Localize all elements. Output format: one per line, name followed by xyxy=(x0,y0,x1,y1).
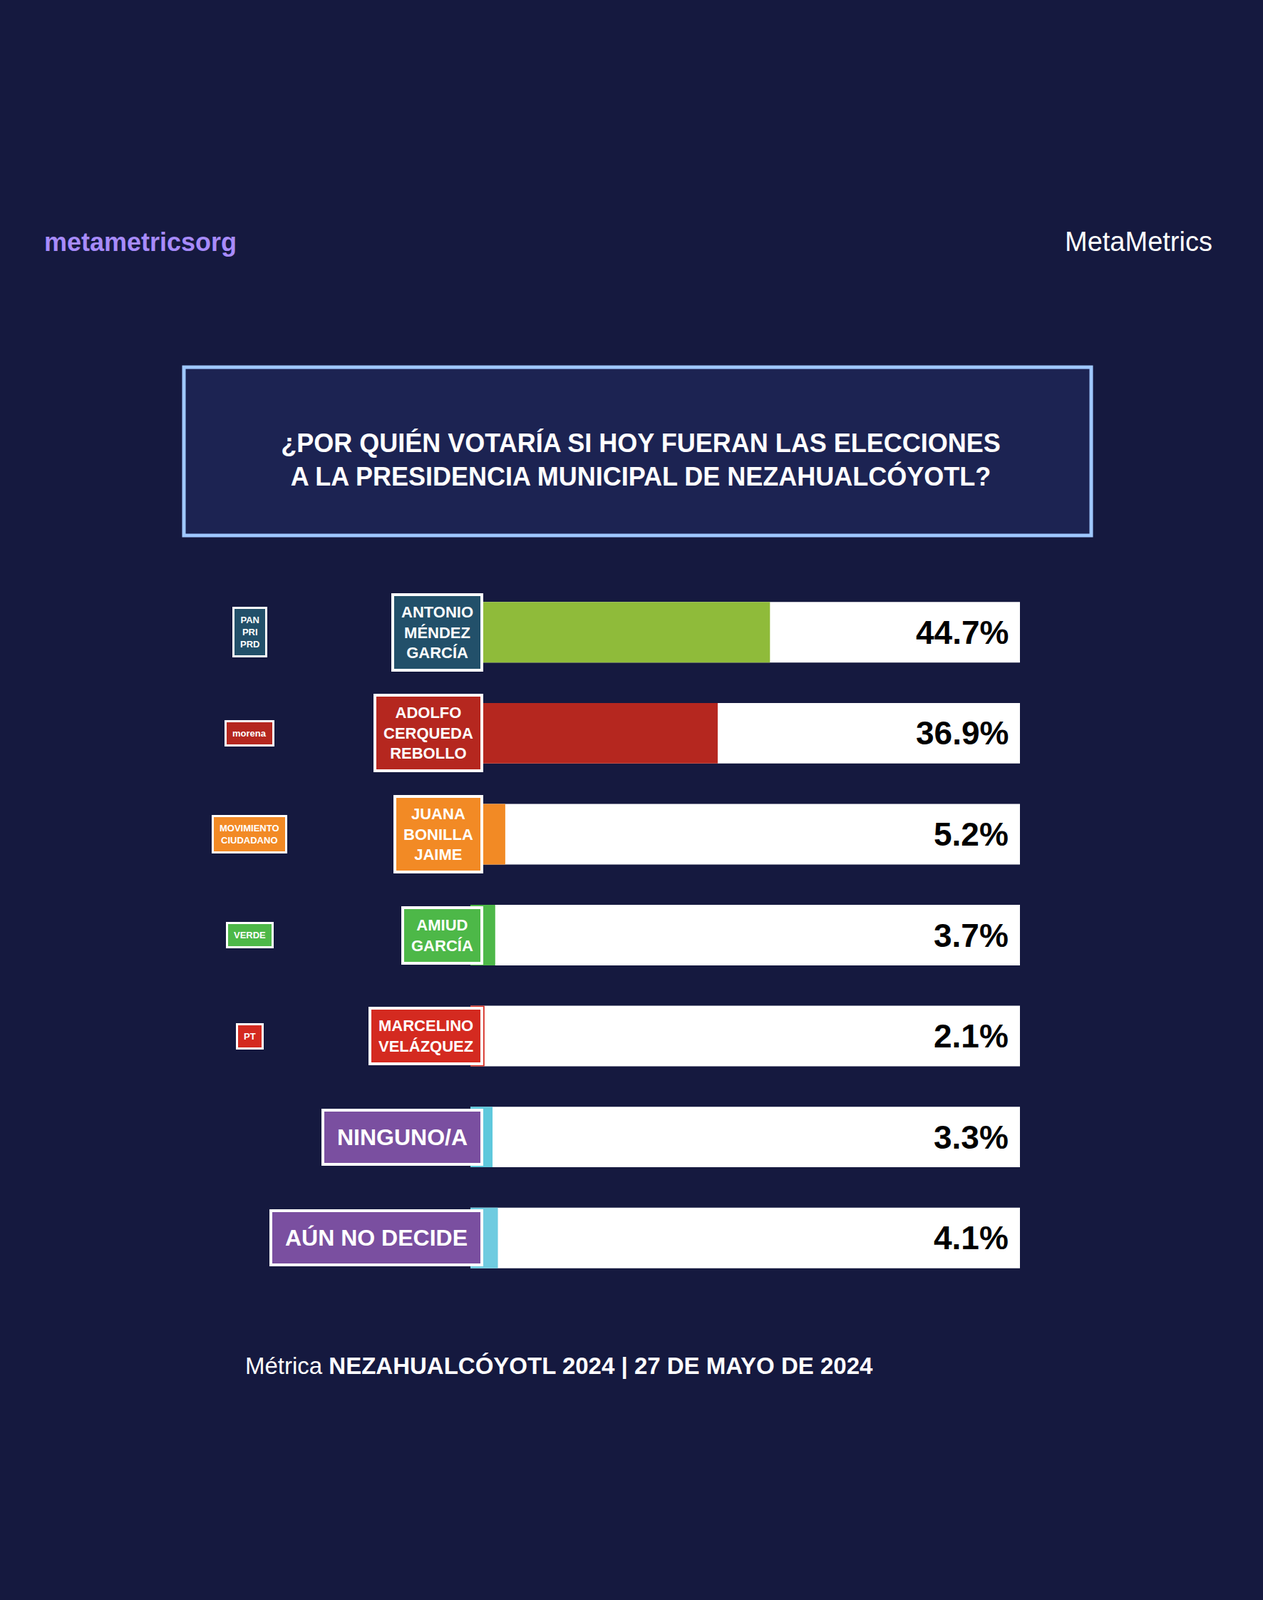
svg-text:44.7%: 44.7% xyxy=(915,613,1009,651)
svg-text:MetaMetrics: MetaMetrics xyxy=(1064,226,1213,257)
svg-text:3.7%: 3.7% xyxy=(933,916,1009,954)
svg-text:JUANABONILLAJAIME: JUANABONILLAJAIME xyxy=(403,804,474,864)
svg-text:ADOLFOCERQUEDAREBOLLO: ADOLFOCERQUEDAREBOLLO xyxy=(383,703,474,762)
svg-text:ANTONIOMÉNDEZGARCÍA: ANTONIOMÉNDEZGARCÍA xyxy=(401,602,474,662)
svg-text:¿POR QUIÉN VOTARÍA SI HOY FUER: ¿POR QUIÉN VOTARÍA SI HOY FUERAN LAS ELE… xyxy=(280,428,1000,492)
svg-text:MARCELINOVELÁZQUEZ: MARCELINOVELÁZQUEZ xyxy=(378,1016,474,1055)
svg-text:2.1%: 2.1% xyxy=(933,1017,1009,1055)
svg-text:AMIUDGARCÍA: AMIUDGARCÍA xyxy=(411,915,474,955)
svg-text:5.2%: 5.2% xyxy=(933,815,1009,853)
svg-text:PT: PT xyxy=(243,1030,256,1042)
svg-text:VERDE: VERDE xyxy=(233,929,266,941)
svg-text:morena: morena xyxy=(232,727,267,739)
svg-text:4.1%: 4.1% xyxy=(933,1218,1009,1256)
svg-text:3.3%: 3.3% xyxy=(933,1118,1009,1156)
svg-text:NINGUNO/A: NINGUNO/A xyxy=(337,1124,468,1150)
svg-text:AÚN NO DECIDE: AÚN NO DECIDE xyxy=(285,1224,468,1251)
svg-text:PANPRIPRD: PANPRIPRD xyxy=(240,614,260,650)
svg-text:Métrica NEZAHUALCÓYOTL 2024 |: Métrica NEZAHUALCÓYOTL 2024 | 27 DE MAYO… xyxy=(245,1352,874,1379)
svg-text:MOVIMIENTOCIUDADANO: MOVIMIENTOCIUDADANO xyxy=(219,822,280,846)
svg-text:36.9%: 36.9% xyxy=(915,714,1009,752)
svg-text:metametricsorg: metametricsorg xyxy=(44,227,237,257)
